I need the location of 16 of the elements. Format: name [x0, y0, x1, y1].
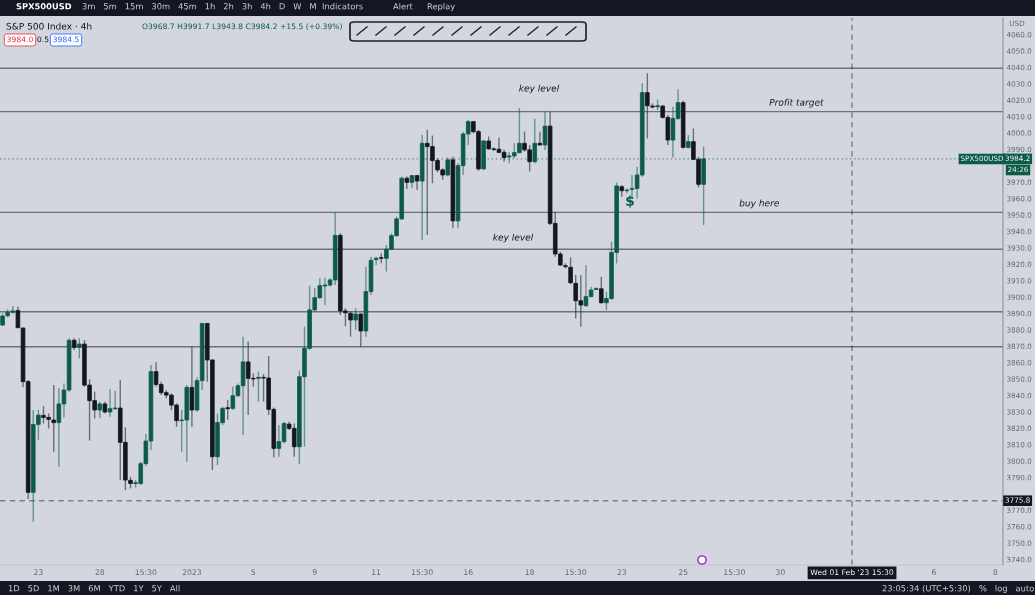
text: 23:05:34 (UTC+5:30): [882, 584, 971, 593]
candlestick: [537, 130, 543, 147]
candlestick: [373, 255, 379, 266]
annotation: key level: [493, 233, 534, 243]
chart-title: S&P 500 Index · 4h: [6, 22, 92, 30]
text: 1D 5D 1M 3M 6M YTD 1Y 5Y All: [8, 584, 180, 592]
text: Alert: [393, 2, 413, 10]
annotation: $: [626, 195, 634, 208]
annotation: Profit target: [769, 98, 824, 108]
text: Replay: [427, 2, 455, 12]
text: SPX500USD: [16, 3, 72, 10]
text: % log auto: [979, 584, 1034, 594]
annotation: key level: [519, 84, 560, 94]
text: 3m 5m 15m 30m 45m 1h 2h 3h 4h D W M: [82, 2, 316, 10]
annotation: buy here: [739, 199, 779, 209]
text: Indicators: [322, 2, 363, 10]
